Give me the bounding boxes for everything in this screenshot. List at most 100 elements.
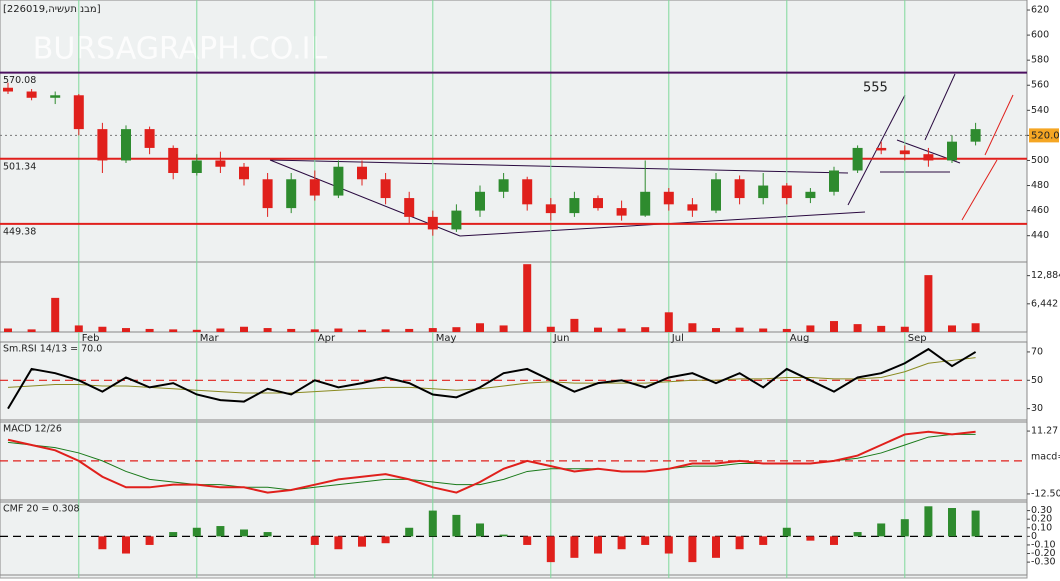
bar bbox=[358, 536, 366, 547]
bar bbox=[594, 327, 602, 332]
bar bbox=[169, 329, 178, 332]
candle-body bbox=[286, 179, 297, 209]
channel-lines bbox=[961, 94, 1014, 221]
bar bbox=[240, 326, 248, 332]
bar bbox=[240, 529, 248, 537]
candle-body bbox=[569, 198, 580, 214]
panel-frame bbox=[0, 341, 1028, 421]
bar bbox=[216, 328, 225, 332]
bar bbox=[948, 508, 956, 537]
y-tick-label: 12,884 bbox=[1031, 270, 1060, 281]
bar bbox=[98, 536, 107, 550]
bar bbox=[287, 328, 296, 332]
bar bbox=[664, 312, 673, 332]
bar bbox=[310, 329, 319, 332]
panel-frame bbox=[0, 501, 1028, 576]
bar bbox=[452, 514, 461, 537]
chart-title: [226019,מבנ תעשיה] bbox=[3, 4, 101, 15]
series-line bbox=[7, 357, 976, 394]
candle-body bbox=[734, 179, 745, 199]
panel-title: MACD 12/26 bbox=[3, 424, 62, 435]
candle-body bbox=[97, 129, 108, 161]
candle-body bbox=[451, 210, 462, 230]
bar bbox=[924, 506, 933, 537]
candle-body bbox=[640, 191, 651, 216]
x-tick-label: Jul bbox=[671, 333, 684, 344]
bar bbox=[74, 325, 83, 332]
panel-frame bbox=[0, 421, 1028, 501]
y-tick-label: 0.10 bbox=[1031, 522, 1052, 533]
bar bbox=[617, 328, 626, 332]
side-label: macd= bbox=[1031, 451, 1060, 462]
last-price-box bbox=[1029, 128, 1059, 143]
y-tick-label: 460 bbox=[1031, 205, 1049, 216]
candle-body bbox=[333, 166, 344, 196]
bar bbox=[594, 536, 602, 554]
trend-line bbox=[961, 159, 998, 221]
bar bbox=[617, 536, 626, 550]
bar bbox=[499, 325, 508, 332]
candle-body bbox=[758, 185, 769, 199]
bar bbox=[452, 327, 461, 332]
y-tick-label: 480 bbox=[1031, 180, 1049, 191]
candle-body bbox=[357, 166, 367, 180]
bar bbox=[192, 527, 201, 537]
bar bbox=[523, 536, 532, 545]
candle-body bbox=[781, 185, 792, 199]
y-tick-label: 620 bbox=[1031, 5, 1049, 16]
series-line bbox=[7, 430, 976, 494]
bar bbox=[877, 325, 886, 332]
candle-body bbox=[498, 179, 509, 192]
y-tick-label: 30 bbox=[1031, 403, 1043, 414]
candle-body bbox=[663, 191, 674, 205]
candle-body bbox=[73, 95, 84, 130]
bar bbox=[924, 275, 933, 332]
x-tick-label: Aug bbox=[790, 333, 810, 344]
candle-body bbox=[121, 129, 131, 161]
candle-body bbox=[899, 150, 910, 155]
y-tick-label: 500 bbox=[1031, 155, 1049, 166]
candle-body bbox=[380, 179, 391, 199]
y-tick-label: -0.30 bbox=[1031, 557, 1056, 568]
watermark: BURSAGRAPH.CO.IL bbox=[33, 32, 328, 67]
bar bbox=[830, 536, 838, 545]
bar bbox=[499, 534, 508, 537]
bar bbox=[759, 328, 768, 332]
candle-body bbox=[404, 198, 415, 217]
candle-body bbox=[26, 91, 37, 98]
bar bbox=[664, 536, 673, 554]
candle-body bbox=[309, 179, 320, 196]
candle-body bbox=[168, 147, 179, 173]
bar bbox=[546, 536, 555, 563]
bar bbox=[971, 323, 980, 332]
bar bbox=[877, 523, 886, 537]
candle-body bbox=[427, 216, 438, 230]
candle-body bbox=[970, 129, 981, 142]
bar bbox=[405, 527, 414, 537]
x-tick-label: Sep bbox=[908, 333, 927, 344]
bar bbox=[405, 328, 414, 332]
candle-body bbox=[947, 141, 957, 161]
candle-body bbox=[50, 95, 61, 98]
candle-body bbox=[239, 166, 249, 180]
bar bbox=[145, 536, 154, 545]
bar bbox=[900, 519, 909, 537]
candle-body bbox=[829, 170, 839, 192]
bar bbox=[381, 329, 390, 332]
candle-body bbox=[923, 154, 934, 161]
bar bbox=[712, 536, 720, 558]
x-tick-label: Feb bbox=[82, 333, 100, 344]
bar bbox=[428, 328, 437, 332]
bar bbox=[759, 536, 768, 545]
y-tick-label: 50 bbox=[1031, 375, 1043, 386]
bar bbox=[310, 536, 319, 545]
y-tick-label: -0.10 bbox=[1031, 539, 1056, 550]
bar bbox=[334, 536, 343, 550]
y-tick-label: 580 bbox=[1031, 55, 1049, 66]
y-tick-label: -0.20 bbox=[1031, 548, 1056, 559]
bar bbox=[263, 328, 272, 332]
y-tick-label: 0.30 bbox=[1031, 505, 1052, 516]
bar bbox=[782, 527, 791, 537]
candle-body bbox=[475, 191, 485, 211]
bar bbox=[145, 328, 154, 332]
